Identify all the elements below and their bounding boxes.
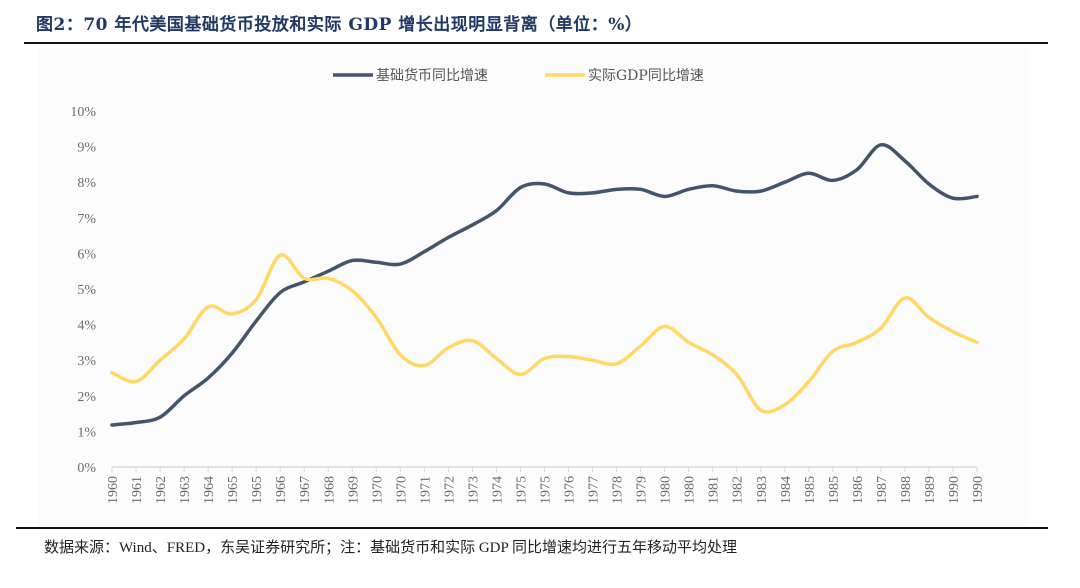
x-tick-label: 1980 (683, 476, 698, 504)
series-line-1 (110, 253, 979, 414)
x-tick-label: 1979 (635, 476, 650, 504)
y-tick-label: 2% (77, 390, 96, 405)
x-tick-label: 1968 (322, 476, 337, 504)
x-tick-label: 1983 (755, 476, 770, 504)
legend-label-0: 基础货币同比增速 (376, 67, 488, 84)
series-lines (110, 143, 979, 427)
x-tick-label: 1989 (923, 476, 938, 504)
x-tick-label: 1972 (442, 476, 457, 504)
x-tick-label: 1987 (875, 476, 890, 504)
x-tick-label: 1990 (971, 476, 986, 504)
y-tick-label: 6% (77, 247, 96, 262)
title-rule (24, 42, 1048, 44)
legend-label-1: 实际GDP同比增速 (588, 68, 704, 84)
x-tick-label: 1961 (130, 476, 145, 504)
y-tick-label: 4% (77, 319, 96, 334)
x-tick-label: 1970 (370, 476, 385, 504)
x-tick-label: 1986 (851, 476, 866, 504)
x-tick-label: 1971 (418, 476, 433, 504)
x-tick-label: 1966 (274, 476, 289, 504)
x-axis: 1960 1961 1962 1963 1964 1965 1965 1966 1967 1968… (106, 466, 986, 504)
x-tick-label: 1985 (803, 476, 818, 504)
x-tick-label: 1962 (154, 476, 169, 504)
x-tick-label: 1974 (490, 476, 505, 504)
x-tick-label: 1964 (202, 476, 217, 504)
x-tick-label: 1988 (899, 476, 914, 504)
y-tick-label: 1% (77, 425, 96, 440)
source-note: 数据来源：Wind、FRED，东吴证券研究所；注：基础货币和实际 GDP 同比增… (44, 540, 738, 556)
x-tick-label: 1978 (611, 476, 626, 504)
y-tick-label: 10% (70, 105, 96, 120)
legend: 基础货币同比增速 实际GDP同比增速 (333, 67, 704, 84)
y-tick-label: 5% (77, 283, 96, 298)
x-tick-label: 1965 (226, 476, 241, 504)
source-rule (16, 527, 1048, 529)
x-tick-label: 1990 (947, 476, 962, 504)
x-tick-label: 1981 (707, 476, 722, 504)
x-tick-label: 1975 (539, 476, 554, 504)
x-tick-label: 1960 (106, 476, 121, 504)
figure-title: 图2：70 年代美国基础货币投放和实际 GDP 增长出现明显背离（单位：%） (36, 15, 643, 35)
x-tick-label: 1980 (659, 476, 674, 504)
x-tick-label: 1970 (394, 476, 409, 504)
x-tick-label: 1969 (346, 476, 361, 504)
y-tick-label: 0% (77, 461, 96, 476)
y-tick-label: 8% (77, 176, 96, 191)
x-tick-label: 1963 (178, 476, 193, 504)
chart-area (38, 48, 1028, 526)
series-line-0 (110, 143, 979, 427)
x-tick-label: 1984 (779, 476, 794, 504)
x-tick-label: 1975 (514, 476, 529, 504)
y-tick-label: 9% (77, 141, 96, 156)
x-tick-label: 1976 (563, 476, 578, 504)
x-tick-label: 1977 (587, 476, 602, 504)
x-tick-label: 1967 (298, 476, 313, 504)
x-tick-label: 1982 (731, 476, 746, 504)
y-axis: 0% 1% 2% 3% 4% 5% 6% 7% 8% 9% 10% (70, 105, 96, 476)
y-tick-label: 3% (77, 354, 96, 369)
x-tick-label: 1965 (250, 476, 265, 504)
y-tick-label: 7% (77, 212, 96, 227)
x-tick-label: 1973 (466, 476, 481, 504)
x-tick-label: 1985 (827, 476, 842, 504)
